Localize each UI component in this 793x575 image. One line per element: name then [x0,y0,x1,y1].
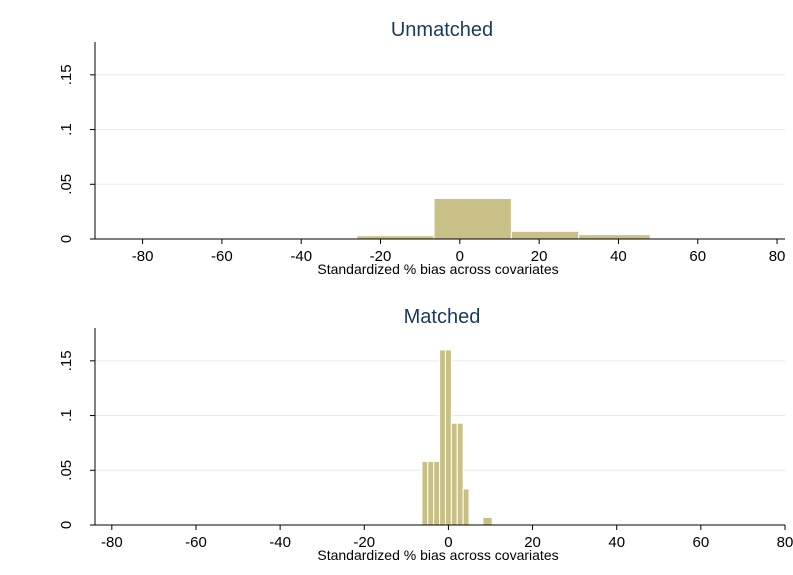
histogram-bar [456,422,464,526]
y-tick-label: .05 [58,460,75,481]
x-tick-label: 20 [524,534,541,551]
x-tick-label: 20 [531,248,548,265]
histogram-bar [450,422,458,526]
chart-title: Unmatched [391,19,493,41]
x-tick-label: 60 [693,534,710,551]
x-tick-label: -40 [269,534,291,551]
x-tick-label: -60 [185,534,207,551]
histogram-bar [439,349,446,526]
y-tick-label: .05 [58,174,75,195]
histogram-bar [462,488,470,526]
histogram-bar [433,198,512,240]
y-tick-label: 0 [58,521,75,529]
panel-matched: Matched 0 .05 .1 .15 -80 -60 -40 -20 0 20 40 60 80 Sta… [58,306,793,563]
histogram-bar [421,461,429,526]
histogram-bar [482,516,493,526]
x-tick-label: -20 [370,248,392,265]
x-tick-label: 40 [608,534,625,551]
x-tick-label: -20 [353,534,375,551]
x-tick-label: 0 [456,248,464,265]
y-tick-label: .15 [58,64,75,85]
y-tick-label: .1 [58,409,75,422]
y-tick-label: 0 [58,235,75,243]
x-tick-label: -80 [101,534,123,551]
histogram-bar [510,230,580,240]
x-tick-label: 80 [769,248,786,265]
histogram-bar [427,461,435,526]
y-tick-label: .1 [58,123,75,136]
x-tick-label: 60 [689,248,706,265]
x-tick-label: 40 [610,248,627,265]
x-tick-label: 0 [444,534,452,551]
x-tick-label: 80 [777,534,793,551]
x-tick-label: -60 [211,248,233,265]
x-axis-label: Standardized % bias across covariates [317,261,558,277]
x-tick-label: -80 [132,248,154,265]
histogram-bar [433,461,441,526]
x-tick-label: -40 [290,248,312,265]
panel-unmatched: Unmatched 0 .05 .1 .15 -80 -60 -40 -20 0 20 40 60 80 S… [58,19,785,277]
x-axis-label: Standardized % bias across covariates [317,547,558,563]
chart-title: Matched [404,306,481,328]
histogram-bar [578,234,651,240]
histogram-bar [444,349,452,526]
y-tick-label: .15 [58,350,75,371]
